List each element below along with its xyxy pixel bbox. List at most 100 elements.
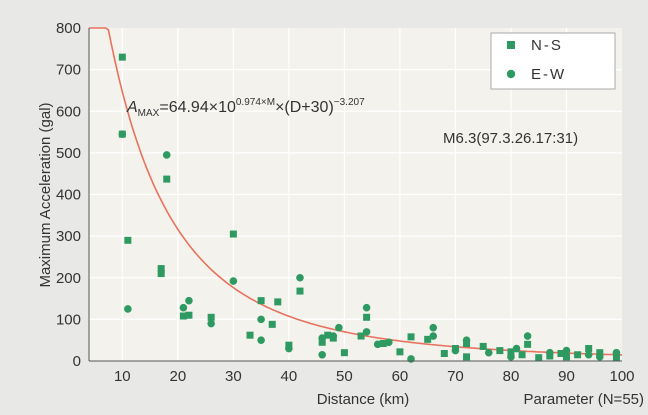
point-ns-9 [229,230,237,238]
point-ew-24 [484,348,493,357]
point-ns-32 [507,348,515,356]
formula-main: =64.94×10 [159,99,236,116]
point-ew-25 [507,353,515,361]
point-ew-32 [612,348,621,357]
data-points [118,53,621,363]
point-ns-24 [407,333,415,341]
point-ns-5 [163,175,171,183]
x-tick-label-9: 100 [609,368,634,385]
point-ew-7 [257,315,265,324]
point-ns-26 [440,350,448,358]
formula-exp1: 0.974×M [236,97,275,108]
point-ew-5 [207,319,215,328]
event-annotation: M6.3(97.3.26.17:31) [443,130,578,147]
point-ew-3 [179,303,188,312]
x-tick-label-5: 60 [392,368,409,385]
point-ew-26 [512,344,521,353]
point-ns-21 [363,313,371,321]
point-ns-37 [557,350,565,358]
point-ns-13 [274,298,282,306]
x-tick-labels: 10 20 30 40 50 60 70 80 90 100 [114,368,635,385]
point-ns-17 [324,331,332,339]
fit-curve [89,27,623,356]
point-ns-16 [318,338,326,346]
point-ns-35 [535,354,543,362]
point-ns-30 [479,342,487,350]
point-ns-0 [118,53,126,61]
y-tick-label-0: 0 [73,353,81,370]
point-ns-2 [124,236,132,244]
point-ew-18 [385,338,393,347]
point-ns-15 [296,287,304,295]
x-tick-label-8: 90 [558,368,575,385]
legend: N-S E-W [490,32,616,90]
point-ns-12 [268,320,276,328]
point-ns-7 [185,311,193,319]
formula-annotation: AMAX=64.94×100.974×M×(D+30)−3.207 [126,97,365,119]
point-ns-25 [424,335,432,343]
point-ns-3 [157,265,165,273]
formula-exp2: −3.207 [334,97,365,108]
point-ns-20 [357,332,365,340]
y-tick-label-6: 600 [56,103,81,120]
point-ew-4 [185,296,193,305]
legend-marker-ns [507,41,515,49]
point-ew-0 [118,130,127,138]
point-ns-39 [574,351,582,359]
point-ew-19 [407,355,415,363]
point-ns-33 [518,351,526,359]
point-ew-30 [584,350,593,359]
point-ns-23 [396,348,404,356]
y-tick-label-4: 400 [56,187,81,204]
point-ew-10 [296,273,304,282]
x-tick-label-0: 10 [114,368,131,385]
axes [88,28,622,362]
point-ew-23 [462,336,471,344]
point-ns-19 [340,349,348,357]
point-ew-11 [318,350,326,359]
point-ew-21 [429,332,438,340]
point-ns-10 [246,331,254,339]
point-ns-41 [596,349,604,357]
x-tick-label-3: 40 [281,368,298,385]
legend-marker-ew [506,69,516,79]
x-tick-label-4: 50 [336,368,353,385]
x-tick-label-7: 80 [503,368,520,385]
point-ns-11 [257,297,265,305]
y-tick-label-1: 100 [56,311,81,328]
point-ns-40 [585,345,593,353]
point-ew-22 [451,346,460,355]
point-ew-13 [329,332,338,340]
point-ns-29 [463,353,471,361]
y-axis-label: Maximum Acceleration (gal) [37,102,54,287]
point-ew-14 [335,323,343,332]
legend-label-ns: N-S [531,37,563,54]
point-ew-28 [546,348,554,357]
formula-sub: MAX [138,108,160,119]
point-ew-16 [362,303,371,312]
point-ew-1 [124,305,132,313]
y-tick-labels: 0 100 200 300 400 500 600 700 800 [56,20,81,370]
grid [89,28,622,361]
point-ew-12 [318,334,326,342]
formula-prefix: A [126,99,138,116]
point-ew-20 [429,323,438,332]
point-ew-17 [373,340,382,349]
point-ew-6 [229,277,238,285]
point-ew-2 [162,151,171,159]
point-ns-42 [612,354,620,362]
point-ns-31 [496,347,504,355]
x-tick-label-1: 20 [169,368,186,385]
y-tick-label-2: 200 [56,270,81,287]
y-tick-label-3: 300 [56,228,81,245]
x-tick-label-6: 70 [447,368,464,385]
point-ns-4 [157,270,165,278]
legend-label-ew: E-W [531,66,566,83]
point-ns-6 [179,312,187,320]
point-ew-27 [523,332,532,340]
point-ns-34 [524,340,532,348]
point-ew-9 [285,344,293,353]
y-tick-label-7: 700 [56,62,81,79]
x-axis-label: Distance (km) [317,391,410,408]
point-ns-8 [207,313,215,321]
